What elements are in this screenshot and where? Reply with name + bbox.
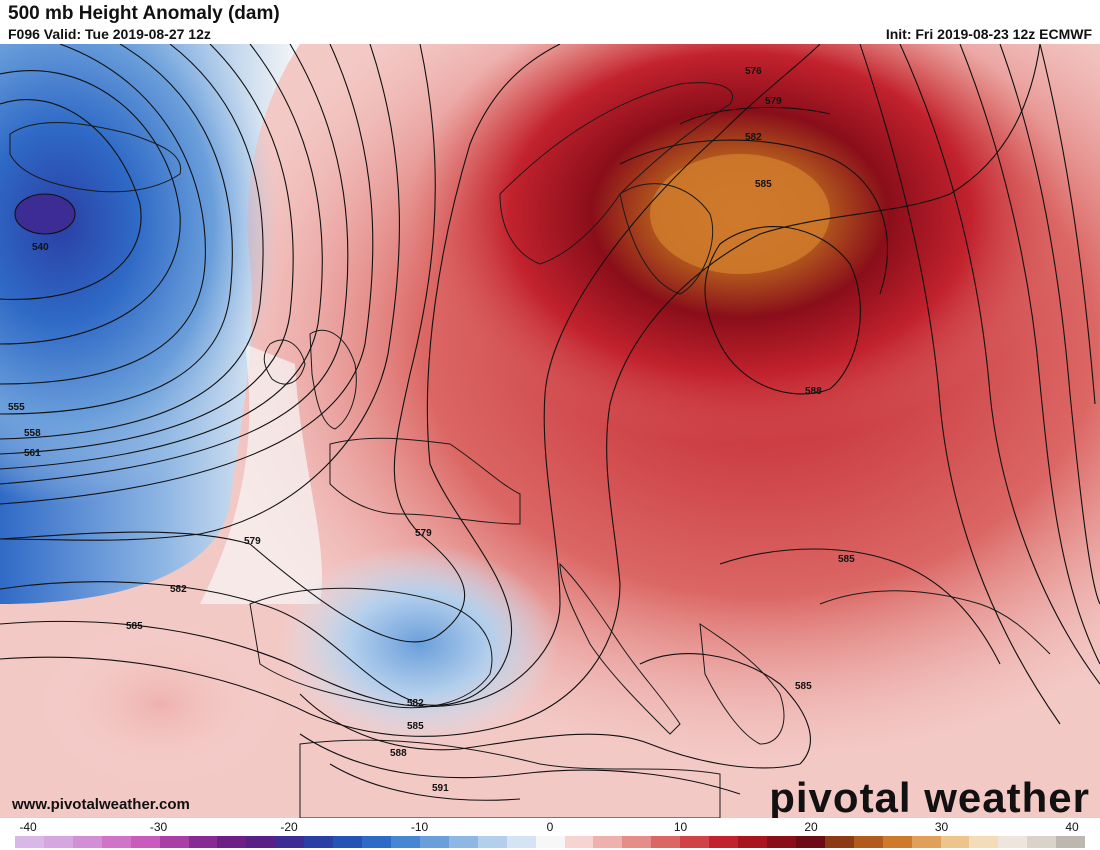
colorbar-swatch [535,836,565,848]
colorbar-swatch [130,836,160,848]
colorbar-swatch [217,836,247,848]
contour-label: 585 [838,554,855,565]
colorbar-tick-label: 30 [934,820,949,834]
colorbar-ticks: -40 -30 -20 -10 0 10 20 30 40 [0,820,1100,834]
colorbar-swatch [969,836,999,848]
colorbar-swatch [477,836,507,848]
contour-label: 591 [432,783,449,794]
coastlines [9,82,1051,818]
colorbar-tick-label: -40 [19,820,37,834]
contour-label: 585 [795,681,812,692]
contour-label: 582 [170,584,187,595]
map-title: 500 mb Height Anomaly (dam) [8,3,280,24]
colorbar-swatch [622,836,652,848]
colorbar-swatch [390,836,420,848]
colorbar-tick-label: 10 [673,820,688,834]
contour-label: 558 [24,428,41,439]
source-url[interactable]: www.pivotalweather.com [12,796,190,813]
contour-label: 576 [745,66,762,77]
colorbar-swatch [333,836,363,848]
colorbar-swatch [709,836,739,848]
colorbar-swatch [419,836,449,848]
contour-labels: 540 555 558 561 576 579 582 585 588 579 … [8,66,855,794]
colorbar-swatch [593,836,623,848]
colorbar-swatch [824,836,854,848]
contour-label: 588 [390,748,407,759]
colorbar-swatch [72,836,102,848]
colorbar-tick-label: 0 [546,820,554,834]
colorbar-swatch [1056,836,1086,848]
colorbar-swatch [795,836,825,848]
colorbar-tick-label: 40 [1065,820,1079,834]
colorbar-tick-label: 20 [804,820,818,834]
colorbar-swatch [1027,836,1057,848]
colorbar-swatch [275,836,305,848]
colorbar-swatch [101,836,131,848]
header: 500 mb Height Anomaly (dam) F096 Valid: … [0,0,1100,44]
colorbar-tick-label: -20 [280,820,298,834]
height-contours [0,44,1100,801]
contour-label: 588 [805,386,822,397]
colorbar-swatch [246,836,276,848]
contour-label: 582 [407,698,424,709]
colorbar-swatch [998,836,1028,848]
colorbar-swatch [304,836,334,848]
colorbar-swatch [882,836,912,848]
contour-label: 585 [407,721,424,732]
colorbar-swatch [362,836,391,848]
contour-label: 582 [745,132,762,143]
colorbar-swatch [506,836,536,848]
contour-label: 579 [244,536,261,547]
contour-label: 585 [126,621,143,632]
contour-label: 579 [415,528,432,539]
brand-watermark: pivotal weather [769,774,1090,818]
anomaly-map: 540 555 558 561 576 579 582 585 588 579 … [0,44,1100,818]
colorbar-swatch [738,836,767,848]
colorbar: -40 -30 -20 -10 0 10 20 30 40 [0,818,1100,850]
colorbar-swatch [188,836,218,848]
contour-label: 555 [8,402,25,413]
colorbar-tick-label: -10 [410,820,429,834]
colorbar-swatch [680,836,710,848]
colorbar-strip [15,836,1086,848]
contour-label: 579 [765,96,782,107]
colorbar-swatch [43,836,73,848]
colorbar-swatch [15,836,44,848]
colorbar-tick-label: -30 [149,820,168,834]
colorbar-swatch [564,836,594,848]
colorbar-swatch [159,836,189,848]
map-canvas: 540 555 558 561 576 579 582 585 588 579 … [0,44,1100,818]
contour-label: 540 [32,242,49,253]
colorbar-swatch [766,836,796,848]
contour-label: 561 [24,448,41,459]
colorbar-swatch [853,836,883,848]
colorbar-swatch [940,836,970,848]
colorbar-swatch [448,836,478,848]
contour-label: 585 [755,179,772,190]
colorbar-swatch [911,836,941,848]
colorbar-swatch [651,836,681,848]
init-time: Init: Fri 2019-08-23 12z ECMWF [885,26,1092,42]
valid-time: F096 Valid: Tue 2019-08-27 12z [8,26,211,42]
